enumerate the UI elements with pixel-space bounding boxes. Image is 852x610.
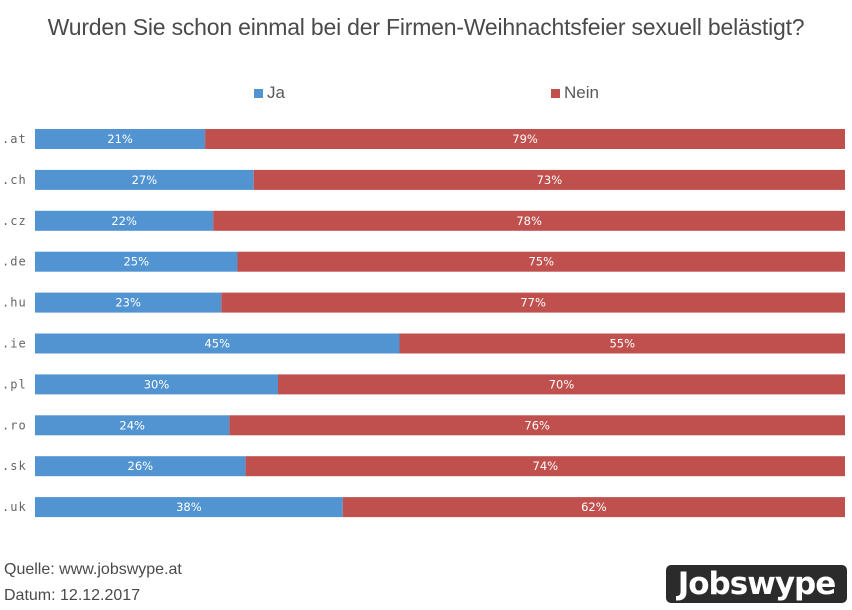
legend-swatch-ja — [254, 88, 263, 98]
bar-nein — [253, 169, 845, 190]
data-label-ja: 25% — [123, 255, 149, 269]
data-label-nein: 62% — [581, 500, 607, 514]
bar-ja — [35, 497, 343, 518]
data-label-ja: 26% — [128, 459, 154, 473]
bar-ja — [35, 129, 206, 149]
bar-nein — [245, 456, 846, 477]
bar-ja — [35, 169, 254, 190]
category-label: .sk — [2, 459, 27, 473]
bar-nein — [342, 497, 845, 518]
data-label-ja: 22% — [111, 214, 137, 228]
bar-nein — [278, 374, 845, 395]
data-label-nein: 70% — [549, 377, 575, 391]
bar-nein — [237, 251, 845, 272]
legend-item-ja: Ja — [254, 83, 285, 103]
data-label-ja: 45% — [204, 337, 230, 351]
data-label-ja: 21% — [107, 132, 133, 146]
category-label: .hu — [2, 296, 27, 310]
bar-nein — [229, 415, 845, 436]
data-label-nein: 78% — [516, 214, 542, 228]
bar-ja — [35, 333, 400, 354]
data-label-ja: 24% — [119, 418, 145, 432]
category-label: .cz — [2, 214, 27, 228]
bar-ja — [35, 374, 278, 395]
category-label: .de — [2, 255, 27, 269]
data-label-nein: 74% — [533, 459, 559, 473]
bar-ja — [35, 210, 214, 231]
category-label: .pl — [2, 377, 27, 391]
category-label: .ch — [2, 173, 27, 187]
data-label-nein: 79% — [512, 132, 538, 146]
data-label-nein: 76% — [524, 418, 550, 432]
bar-ja — [35, 456, 246, 477]
date-text: Datum: 12.12.2017 — [4, 587, 141, 604]
bar-ja — [35, 292, 222, 313]
bar-ja — [35, 415, 230, 436]
data-label-nein: 77% — [520, 296, 546, 310]
category-label: .ie — [2, 337, 27, 351]
category-label: .ro — [2, 418, 27, 432]
bar-ja — [35, 251, 238, 272]
legend-item-nein: Nein — [551, 83, 599, 103]
bar-nein — [205, 129, 846, 149]
bar-chart: .at 21% 79% .ch 27% 73% .cz 22% 78% .de 25% 75% .hu 2… — [2, 129, 846, 518]
data-label-ja: 23% — [115, 296, 141, 310]
source-text: Quelle: www.jobswype.at — [4, 561, 182, 578]
bar-nein — [213, 210, 845, 231]
data-label-nein: 73% — [537, 173, 563, 187]
data-label-ja: 27% — [132, 173, 158, 187]
legend-swatch-nein — [551, 88, 560, 98]
legend-label-ja: Ja — [267, 83, 285, 102]
data-label-nein: 75% — [528, 255, 554, 269]
category-label: .at — [2, 132, 27, 146]
data-label-nein: 55% — [609, 337, 635, 351]
legend-label-nein: Nein — [564, 83, 599, 102]
data-label-ja: 30% — [144, 377, 170, 391]
bar-nein — [221, 292, 846, 313]
chart-title: Wurden Sie schon einmal bei der Firmen-W… — [47, 14, 805, 40]
jobswype-logo: Jobswype — [666, 565, 847, 603]
category-label: .uk — [2, 500, 27, 514]
data-label-ja: 38% — [176, 500, 202, 514]
bar-nein — [399, 333, 845, 354]
